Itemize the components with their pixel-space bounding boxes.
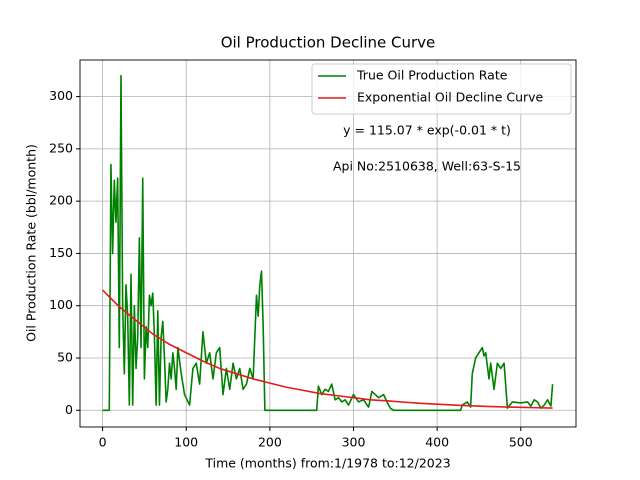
x-tick-label: 400 [425, 435, 449, 450]
x-axis-label: Time (months) from:1/1978 to:12/2023 [204, 456, 450, 471]
y-axis-label: Oil Production Rate (bbl/month) [24, 144, 39, 342]
series-line [102, 74, 554, 412]
y-tick-label: 200 [49, 193, 73, 208]
series-line [102, 289, 553, 409]
legend-label: Exponential Oil Decline Curve [357, 90, 544, 105]
y-tick-label: 0 [65, 402, 73, 417]
y-tick-label: 150 [49, 245, 73, 260]
chart-title: Oil Production Decline Curve [221, 34, 436, 52]
legend-label: True Oil Production Rate [356, 68, 508, 83]
axes-frame [79, 59, 577, 428]
x-tick-label: 0 [99, 435, 107, 450]
annotation: Api No:2510638, Well:63-S-15 [333, 159, 521, 174]
y-tick-label: 100 [49, 297, 73, 312]
y-tick-label: 300 [49, 88, 73, 103]
x-tick-label: 100 [174, 435, 198, 450]
x-tick-label: 500 [509, 435, 533, 450]
y-tick-label: 50 [57, 349, 73, 364]
y-tick-label: 250 [49, 140, 73, 155]
annotation: y = 115.07 * exp(-0.01 * t) [343, 123, 511, 138]
x-tick-label: 200 [258, 435, 282, 450]
x-tick-label: 300 [342, 435, 366, 450]
legend-box [311, 63, 572, 115]
